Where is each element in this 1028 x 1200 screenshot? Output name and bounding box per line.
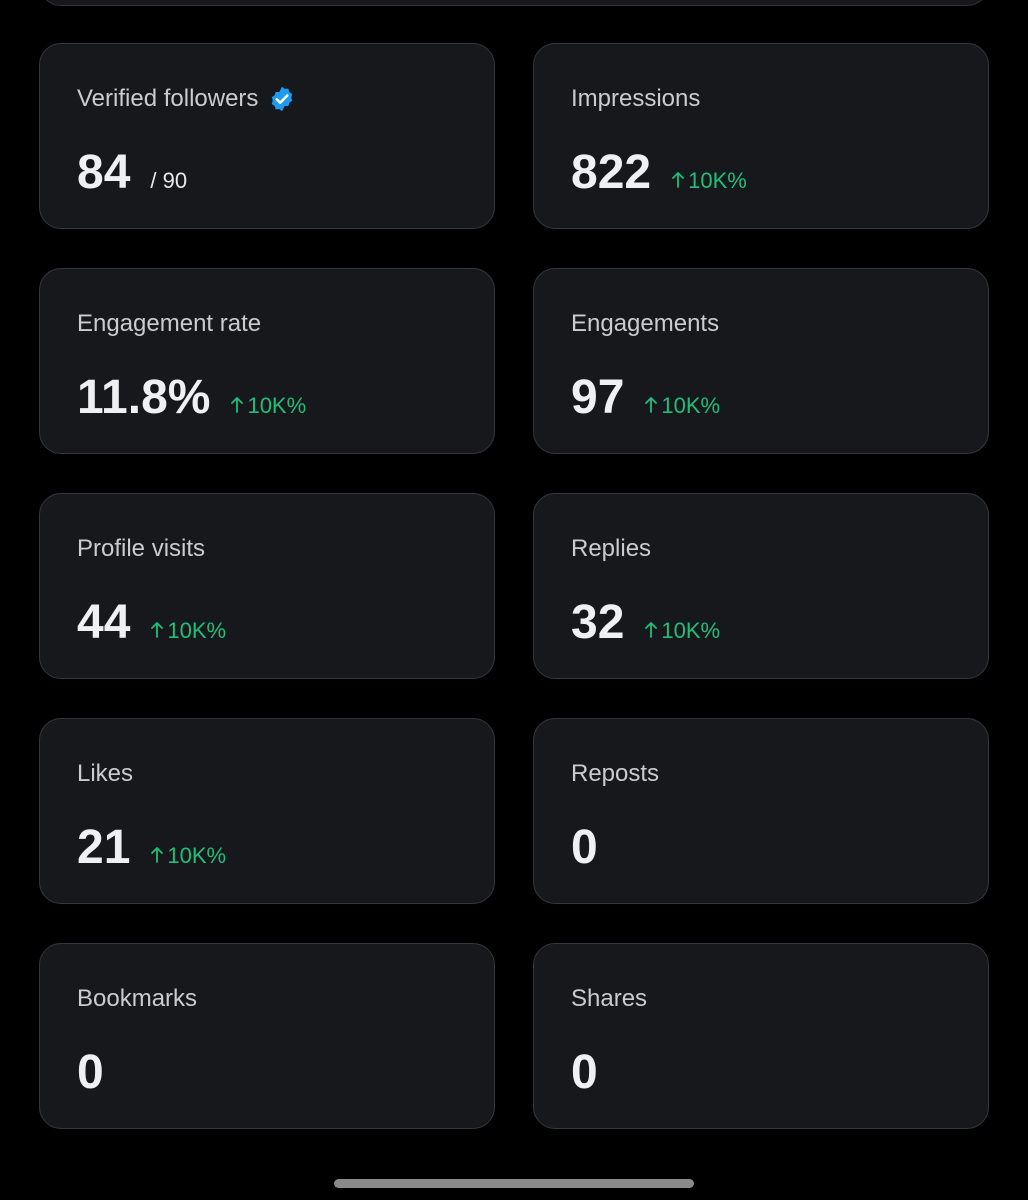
previous-card [39, 0, 989, 6]
metric-change: 10K% [150, 618, 226, 644]
metric-card[interactable]: Reposts 0 [533, 718, 989, 904]
metric-value: 97 [571, 371, 625, 424]
metric-value: 0 [571, 1046, 598, 1099]
label-text: Profile visits [77, 535, 206, 562]
metric-card[interactable]: Shares 0 [533, 943, 989, 1129]
metric-value: 11.8% [77, 371, 211, 424]
card-label: Replies [571, 532, 988, 566]
value-row: 84 / 90 [77, 143, 494, 203]
value-row: 44 10K% [77, 593, 494, 653]
metric-change: 10K% [230, 393, 306, 419]
label-text: Impressions [571, 85, 701, 112]
metric-value: 84 [77, 146, 131, 199]
home-indicator [334, 1179, 694, 1188]
metric-card[interactable]: Verified followers 84 / 90 [39, 43, 495, 229]
verified-badge [272, 86, 293, 112]
value-row: 97 10K% [571, 368, 988, 428]
up-arrow [151, 622, 164, 638]
value-row: 0 [571, 1043, 988, 1103]
metric-card[interactable]: Engagement rate 11.8% 10K% [39, 268, 495, 454]
change-text: 10K% [167, 843, 227, 868]
change-text: 10K% [247, 393, 307, 418]
metric-card[interactable]: Profile visits 44 10K% [39, 493, 495, 679]
up-arrow [645, 397, 658, 413]
card-label: Reposts [571, 757, 988, 791]
label-text: Verified followers [77, 85, 259, 112]
label-text: Replies [571, 535, 652, 562]
metric-card[interactable]: Bookmarks 0 [39, 943, 495, 1129]
metric-value: 822 [571, 146, 652, 199]
change-text: 10K% [661, 393, 721, 418]
metric-change: 10K% [644, 393, 720, 419]
metric-card[interactable]: Engagements 97 10K% [533, 268, 989, 454]
metric-value: 44 [77, 596, 131, 649]
up-arrow [231, 397, 244, 413]
metrics-grid: Verified followers 84 / 90 Impressions 822… [39, 43, 989, 1129]
label-text: Shares [571, 985, 648, 1012]
card-label: Profile visits [77, 532, 494, 566]
change-text: 10K% [688, 168, 747, 193]
label-text: Engagement rate [77, 310, 262, 337]
label-text: Engagements [571, 310, 720, 337]
card-label: Bookmarks [77, 982, 494, 1016]
card-label: Verified followers [77, 82, 494, 116]
value-row: 21 10K% [77, 818, 494, 878]
up-arrow [151, 847, 164, 863]
up-arrow [645, 622, 658, 638]
metric-card[interactable]: Impressions 822 10K% [533, 43, 989, 229]
card-label: Shares [571, 982, 988, 1016]
metric-value: 21 [77, 821, 131, 874]
up-arrow [672, 172, 684, 188]
metric-change: 10K% [671, 168, 747, 194]
metric-value: 32 [571, 596, 625, 649]
value-row: 32 10K% [571, 593, 988, 653]
metric-value: 0 [571, 821, 598, 874]
metric-value: 0 [77, 1046, 104, 1099]
change-text: 10K% [661, 618, 721, 643]
card-label: Likes [77, 757, 494, 791]
metric-total: / 90 [150, 168, 188, 193]
card-label: Engagements [571, 307, 988, 341]
label-text: Reposts [571, 760, 660, 787]
value-row: 822 10K% [571, 143, 988, 203]
metric-card[interactable]: Likes 21 10K% [39, 718, 495, 904]
card-label: Impressions [571, 82, 988, 116]
value-row: 0 [77, 1043, 494, 1103]
value-row: 11.8% 10K% [77, 368, 494, 428]
change-text: 10K% [167, 618, 227, 643]
card-label: Engagement rate [77, 307, 494, 341]
metric-change: 10K% [644, 618, 720, 644]
label-text: Bookmarks [77, 985, 198, 1012]
value-row: 0 [571, 818, 988, 878]
metric-card[interactable]: Replies 32 10K% [533, 493, 989, 679]
metric-change: 10K% [150, 843, 226, 869]
label-text: Likes [77, 760, 134, 787]
